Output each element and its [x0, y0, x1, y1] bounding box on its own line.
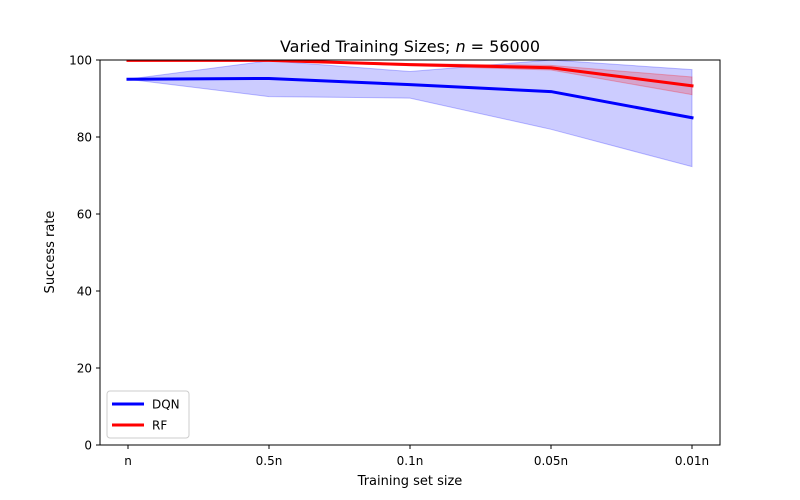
x-axis-ticks: n 0.5n 0.1n 0.05n 0.01n [124, 445, 709, 468]
chart-title: Varied Training Sizes; n = 56000 [280, 37, 540, 56]
y-axis-label: Success rate [43, 211, 58, 294]
legend: DQN RF [106, 390, 190, 439]
y-tick-label: 100 [69, 54, 92, 68]
y-tick-label: 40 [77, 285, 92, 299]
title-suffix: = 56000 [466, 37, 540, 56]
x-tick-label: 0.1n [397, 454, 424, 468]
y-tick-label: 60 [77, 208, 92, 222]
title-variable: n [455, 37, 465, 56]
x-tick-label: 0.05n [534, 454, 568, 468]
y-tick-label: 0 [84, 439, 92, 453]
y-tick-label: 20 [77, 362, 92, 376]
legend-label-rf: RF [152, 419, 167, 433]
y-axis-ticks: 0 20 40 60 80 100 [69, 54, 100, 453]
x-axis-label: Training set size [357, 474, 463, 489]
y-tick-label: 80 [77, 131, 92, 145]
x-tick-label: n [124, 454, 132, 468]
legend-label-dqn: DQN [152, 398, 180, 412]
x-tick-label: 0.01n [675, 454, 709, 468]
title-prefix: Varied Training Sizes; [280, 37, 456, 56]
x-tick-label: 0.5n [256, 454, 283, 468]
